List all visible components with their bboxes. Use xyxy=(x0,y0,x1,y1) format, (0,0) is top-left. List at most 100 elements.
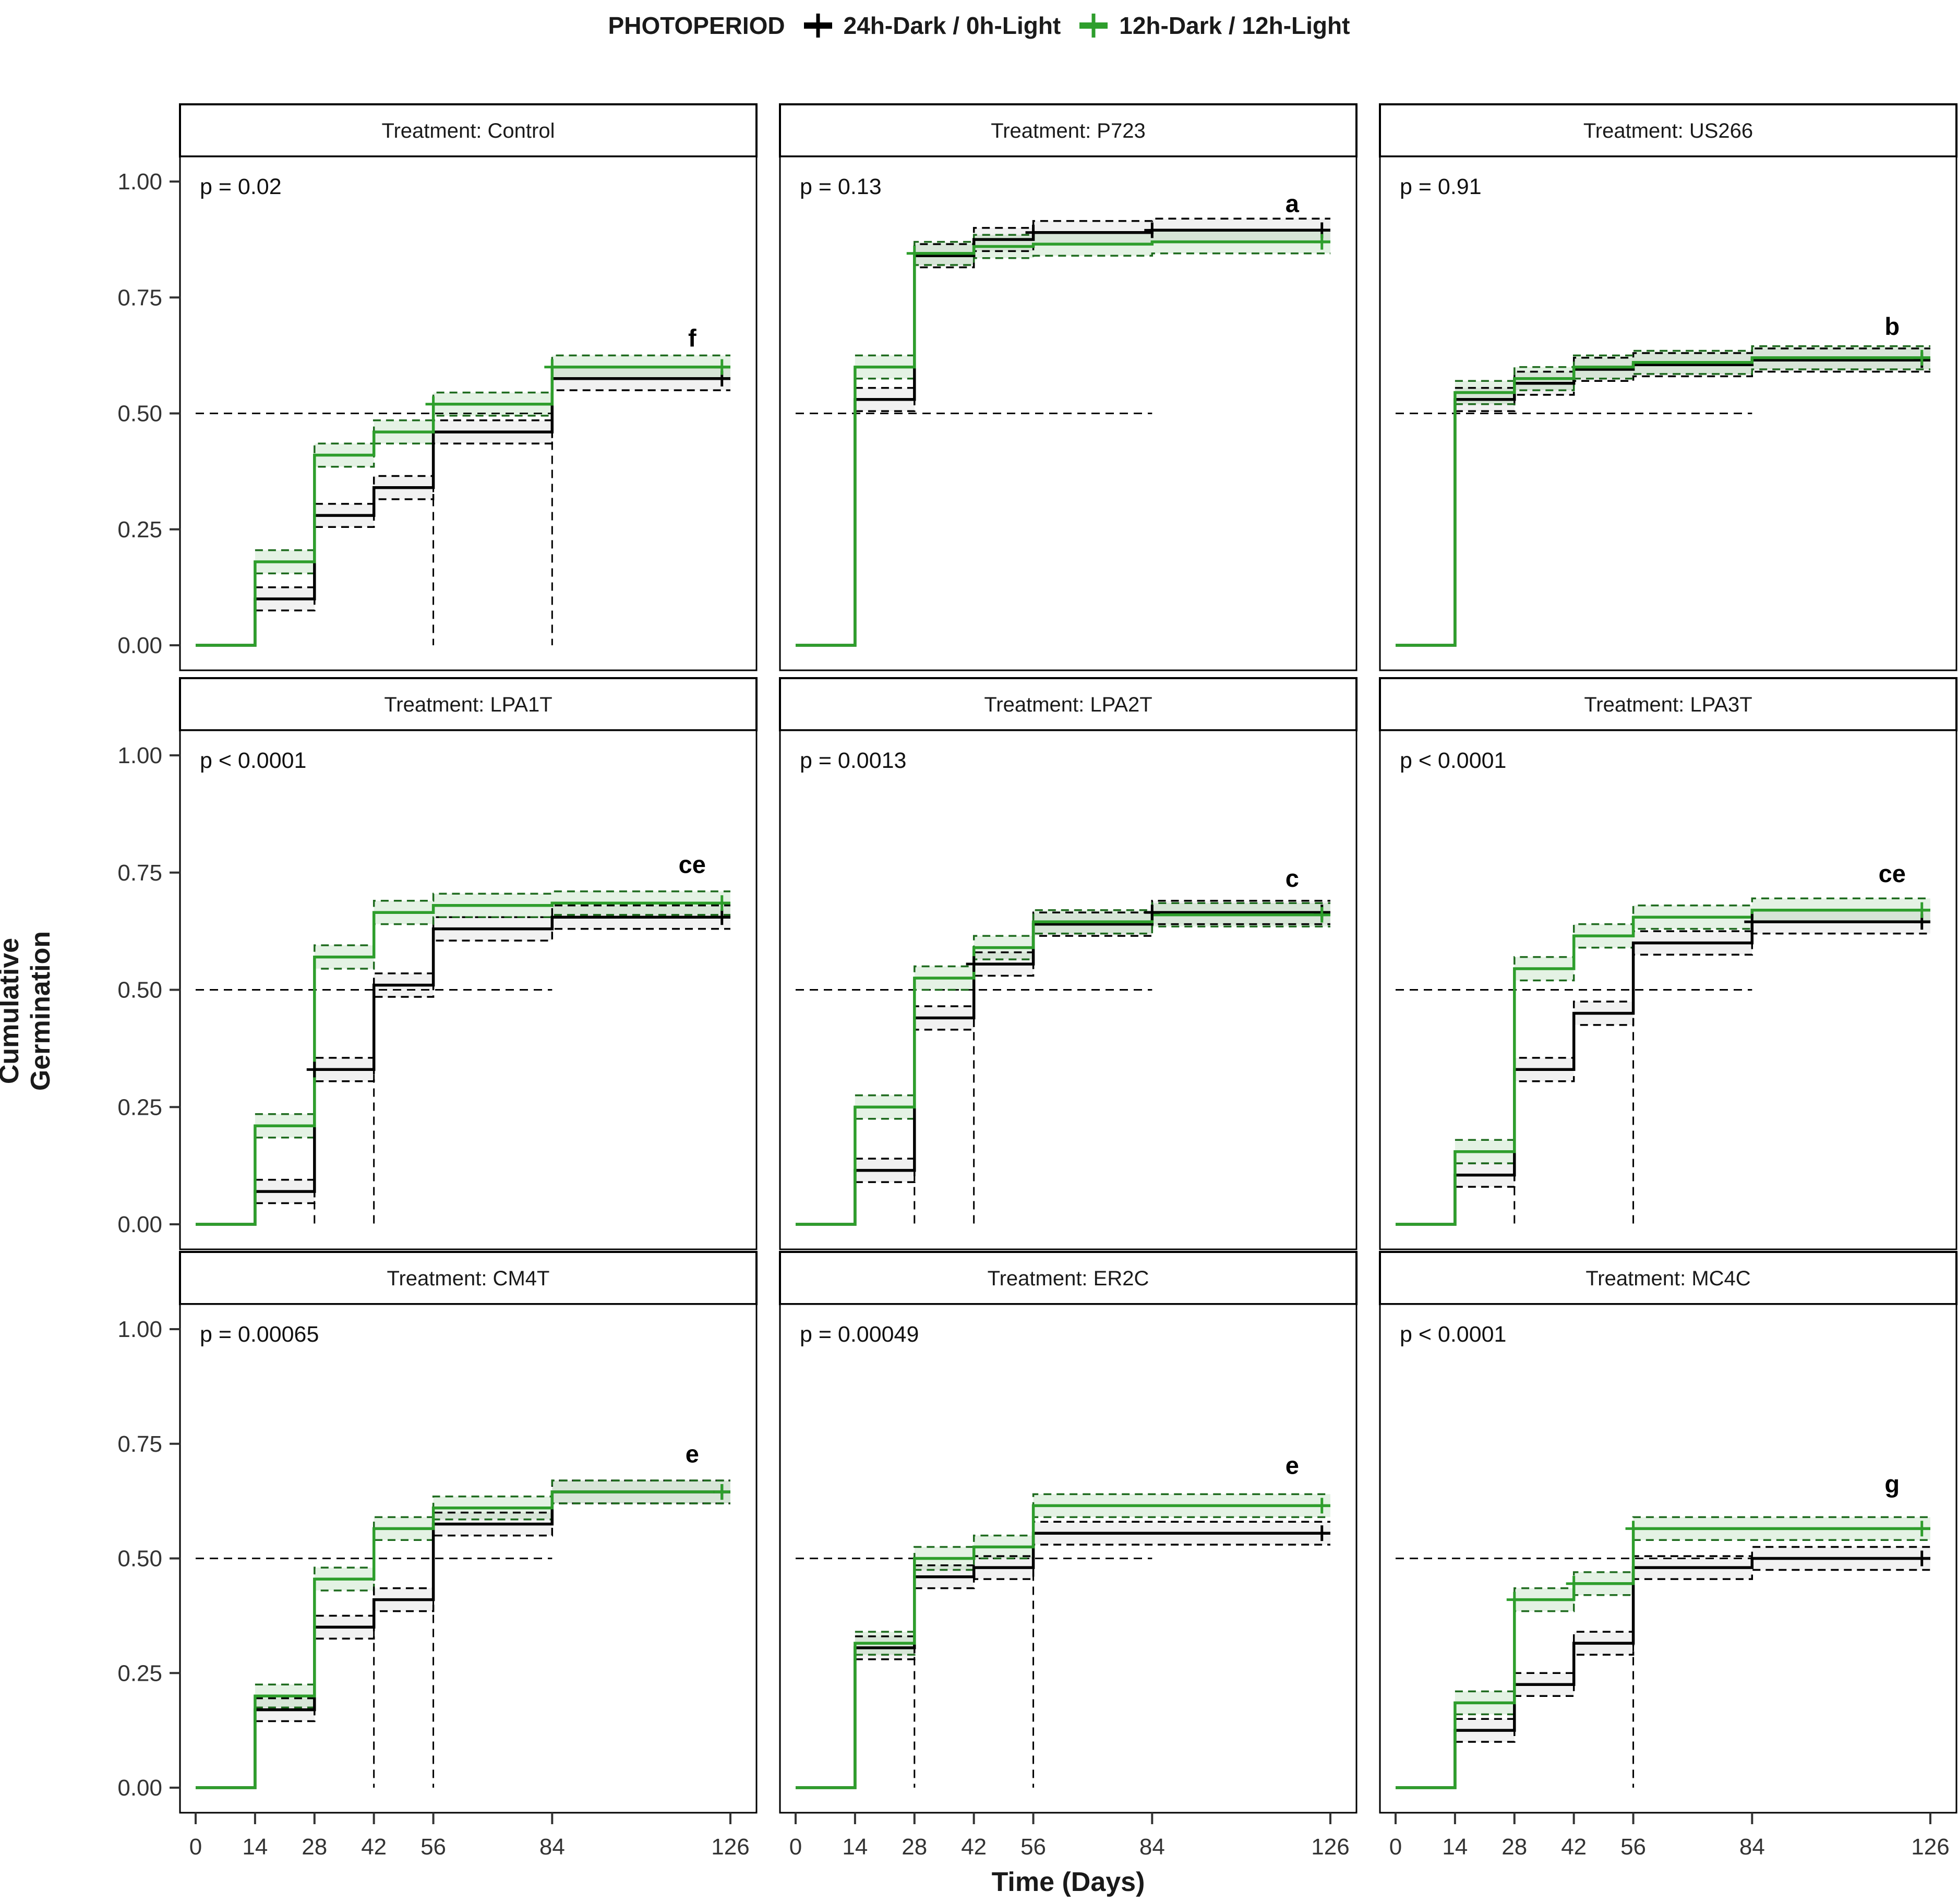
green-confidence-ribbon xyxy=(855,230,1330,379)
significance-letter: a xyxy=(1286,189,1300,217)
significance-letter: ce xyxy=(1879,860,1906,887)
green-step-curve xyxy=(196,365,730,647)
green-confidence-bound xyxy=(855,252,1330,380)
facet-strip-label: Treatment: ER2C xyxy=(988,1267,1149,1290)
x-axis-tick-label: 56 xyxy=(1020,1834,1046,1860)
p-value-label: p = 0.0013 xyxy=(800,748,906,773)
green-step-curve xyxy=(196,901,730,1226)
green-step-curve xyxy=(796,240,1330,647)
y-axis-tick-label: 0.00 xyxy=(117,1212,162,1237)
x-axis-tick-label: 0 xyxy=(789,1834,802,1860)
facet-strip-label: Treatment: Control xyxy=(382,119,555,142)
cross-marker-icon xyxy=(1079,14,1108,38)
cross-marker-icon xyxy=(803,14,832,38)
facet-treatment-lpa1t: Treatment: LPA1T p < 0.0001 ce 1.00 0.75 0.50… xyxy=(117,677,758,1250)
y-axis-tick-label: 0.75 xyxy=(117,860,162,886)
y-axis-tick-label: 0.75 xyxy=(117,285,162,310)
x-axis-tick-label: 28 xyxy=(902,1834,927,1860)
x-axis-tick-label: 42 xyxy=(961,1834,987,1860)
significance-letter: c xyxy=(1286,864,1299,892)
facet-strip-label: Treatment: CM4T xyxy=(387,1267,550,1290)
facet-treatment-mc4c: Treatment: MC4C p < 0.0001 g 0 14 28 42 56 84 126 xyxy=(1379,1251,1957,1860)
green-confidence-ribbon xyxy=(855,1494,1330,1655)
x-axis-title: Time (Days) xyxy=(991,1867,1145,1897)
black-confidence-ribbon xyxy=(1455,1547,1930,1742)
p-value-label: p < 0.0001 xyxy=(200,748,306,773)
y-axis-tick-label: 0.50 xyxy=(117,978,162,1003)
significance-letter: ce xyxy=(679,850,706,878)
x-axis-tick-label: 28 xyxy=(302,1834,327,1860)
facet-strip xyxy=(1379,103,1957,158)
legend: PHOTOPERIOD 24h-Dark / 0h-Light 12h-Dark… xyxy=(0,7,1958,44)
x-axis-tick-label: 126 xyxy=(1911,1834,1949,1860)
p-value-label: p = 0.00065 xyxy=(200,1322,319,1347)
legend-item-24h-dark: 24h-Dark / 0h-Light xyxy=(801,8,1061,43)
x-axis-tick-label: 84 xyxy=(1139,1834,1165,1860)
x-axis-tick-label: 56 xyxy=(421,1834,446,1860)
y-axis-tick-label: 0.75 xyxy=(117,1431,162,1457)
significance-letter: b xyxy=(1884,312,1900,340)
facet-treatment-er2c: Treatment: ER2C p = 0.00049 e 0 14 28 42 56 84 12… xyxy=(779,1251,1358,1860)
y-axis-tick-label: 0.25 xyxy=(117,1660,162,1686)
facet-strip xyxy=(1379,677,1957,731)
x-axis-tick-label: 28 xyxy=(1501,1834,1527,1860)
significance-letter: e xyxy=(686,1440,699,1468)
facet-strip-label: Treatment: LPA1T xyxy=(384,693,552,716)
x-axis-tick-label: 14 xyxy=(842,1834,868,1860)
legend-item-12h-dark: 12h-Dark / 12h-Light xyxy=(1076,8,1350,43)
p-value-label: p < 0.0001 xyxy=(1400,1322,1506,1347)
facet-treatment-p723: Treatment: P723 p = 0.13 a xyxy=(779,103,1358,671)
black-confidence-ribbon xyxy=(255,1480,730,1721)
facet-strip xyxy=(179,677,758,731)
green-step-curve xyxy=(196,1490,730,1789)
green-confidence-bound xyxy=(1455,345,1930,382)
x-axis-tick-label: 84 xyxy=(539,1834,565,1860)
significance-letter: e xyxy=(1286,1452,1299,1479)
facet-treatment-cm4t: Treatment: CM4T p = 0.00065 e 1.00 0.75 0.50 0… xyxy=(117,1251,758,1860)
facet-strip xyxy=(1379,1251,1957,1305)
y-axis-tick-label: 0.00 xyxy=(117,1775,162,1801)
green-step-curve xyxy=(1396,1527,1930,1789)
p-value-label: p = 0.02 xyxy=(200,174,282,199)
y-axis-tick-label: 0.50 xyxy=(117,401,162,427)
x-axis-tick-label: 0 xyxy=(189,1834,202,1860)
y-axis-tick-label: 0.50 xyxy=(117,1546,162,1572)
x-axis-tick-label: 42 xyxy=(1561,1834,1587,1860)
y-axis-tick-label: 1.00 xyxy=(117,1317,162,1342)
x-axis-tick-label: 14 xyxy=(242,1834,268,1860)
green-confidence-ribbon xyxy=(1455,1517,1930,1715)
y-axis-tick-label: 1.00 xyxy=(117,169,162,195)
green-confidence-bound xyxy=(855,1493,1330,1633)
y-axis-tick-label: 1.00 xyxy=(117,743,162,768)
facet-treatment-us266: Treatment: US266 p = 0.91 b xyxy=(1379,103,1957,671)
x-axis-tick-label: 126 xyxy=(711,1834,749,1860)
x-axis-tick-label: 56 xyxy=(1620,1834,1646,1860)
p-value-label: p < 0.0001 xyxy=(1400,748,1506,773)
facet-strip-label: Treatment: LPA3T xyxy=(1584,693,1752,716)
y-axis-tick-label: 0.25 xyxy=(117,517,162,543)
facet-strip-label: Treatment: MC4C xyxy=(1585,1267,1750,1290)
legend-title: PHOTOPERIOD xyxy=(608,12,785,39)
facet-strip-label: Treatment: LPA2T xyxy=(984,693,1152,716)
p-value-label: p = 0.13 xyxy=(800,174,882,199)
x-axis-tick-label: 126 xyxy=(1311,1834,1349,1860)
facet-treatment-lpa2t: Treatment: LPA2T p = 0.0013 c xyxy=(779,677,1358,1250)
p-value-label: p = 0.91 xyxy=(1400,174,1482,199)
legend-label-12h-dark: 12h-Dark / 12h-Light xyxy=(1119,12,1350,39)
facet-treatment-lpa3t: Treatment: LPA3T p < 0.0001 ce xyxy=(1379,677,1957,1250)
significance-letter: f xyxy=(688,324,696,352)
facet-strip-label: Treatment: US266 xyxy=(1583,119,1753,142)
facet-strip-label: Treatment: P723 xyxy=(991,119,1145,142)
green-step-curve xyxy=(796,1504,1330,1789)
x-axis-tick-label: 84 xyxy=(1739,1834,1765,1860)
y-axis-tick-label: 0.00 xyxy=(117,633,162,658)
legend-label-24h-dark: 24h-Dark / 0h-Light xyxy=(843,12,1061,39)
black-confidence-ribbon xyxy=(1455,348,1930,412)
p-value-label: p = 0.00049 xyxy=(800,1322,919,1347)
y-axis-tick-label: 0.25 xyxy=(117,1094,162,1120)
green-step-curve xyxy=(1396,356,1930,647)
facet-treatment-control: Treatment: Control p = 0.02 f 1.00 0.75 0.50 0… xyxy=(117,103,758,671)
black-confidence-ribbon xyxy=(855,1522,1330,1659)
